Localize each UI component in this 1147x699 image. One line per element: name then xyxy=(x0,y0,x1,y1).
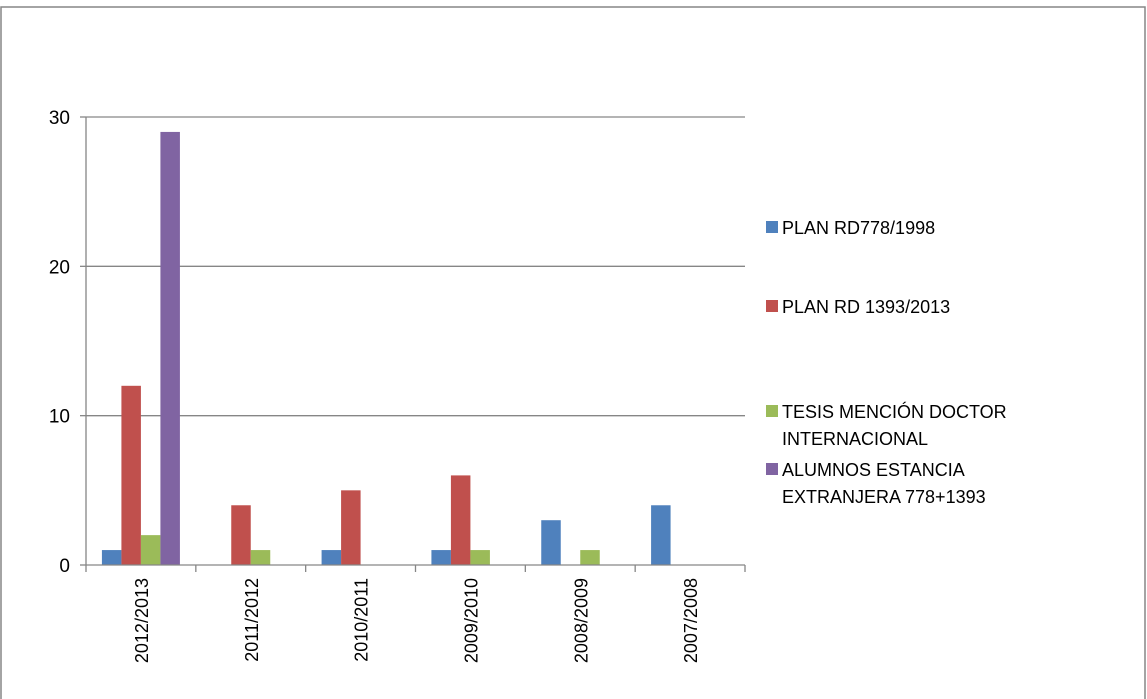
x-tick-label: 2007/2008 xyxy=(681,578,701,663)
y-tick-label: 10 xyxy=(49,407,70,428)
bar xyxy=(160,131,180,565)
legend-swatch xyxy=(766,300,778,312)
bar xyxy=(140,535,161,565)
bar xyxy=(450,475,471,565)
bar xyxy=(541,520,561,565)
bar xyxy=(231,505,251,565)
bar xyxy=(121,385,141,565)
legend-label: ALUMNOS ESTANCIA xyxy=(782,460,965,480)
y-tick-label: 20 xyxy=(49,257,70,278)
legend-label: INTERNACIONAL xyxy=(782,429,928,449)
legend-label: PLAN RD 1393/2013 xyxy=(782,297,950,317)
legend-label: TESIS MENCIÓN DOCTOR xyxy=(782,401,1007,422)
x-tick-label: 2011/2012 xyxy=(242,578,262,662)
x-tick-label: 2010/2011 xyxy=(352,578,372,662)
legend-label: EXTRANJERA 778+1393 xyxy=(782,487,986,507)
x-tick-label: 2008/2009 xyxy=(571,578,591,663)
bar xyxy=(651,505,671,565)
x-tick-label: 2012/2013 xyxy=(132,578,152,663)
bar xyxy=(431,550,451,565)
legend-swatch xyxy=(766,463,778,475)
gridlines xyxy=(86,116,745,417)
bar xyxy=(341,490,361,565)
bar xyxy=(250,550,271,565)
legend-swatch xyxy=(766,405,778,417)
bar xyxy=(580,550,600,565)
bar xyxy=(101,550,122,565)
y-tick-label: 30 xyxy=(49,108,70,129)
legend-swatch xyxy=(766,221,778,233)
chart-border xyxy=(0,6,1146,699)
bar xyxy=(470,550,490,565)
y-tick-label: 0 xyxy=(59,556,70,577)
legend-label: PLAN RD778/1998 xyxy=(782,218,935,238)
bar xyxy=(321,550,342,565)
bars xyxy=(101,131,671,565)
x-tick-labels: 2012/2013 2011/2012 2010/2011 2009/2010 2008… xyxy=(85,565,746,663)
legend: PLAN RD778/1998 PLAN RD 1393/2013 TESIS ME… xyxy=(766,218,1007,507)
x-tick-label: 2009/2010 xyxy=(461,578,481,663)
y-tick-labels: 0 10 20 30 xyxy=(49,108,86,577)
